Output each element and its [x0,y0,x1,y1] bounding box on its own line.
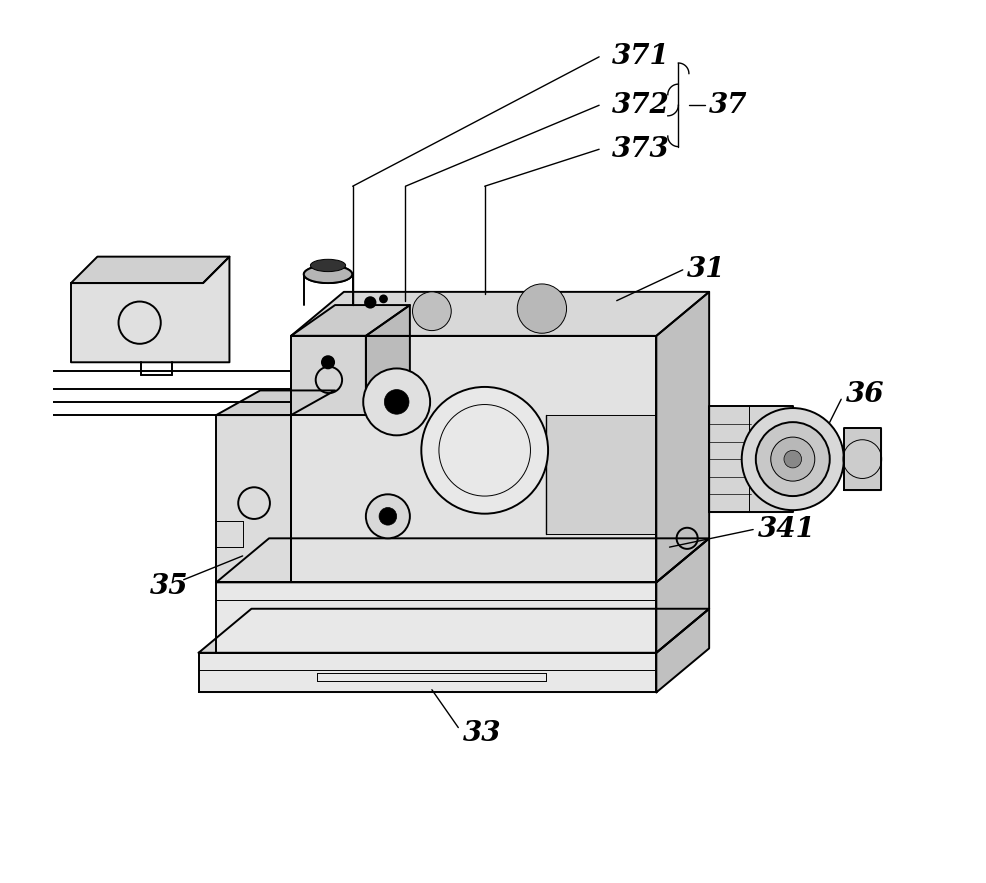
Circle shape [517,284,566,333]
Polygon shape [546,415,656,534]
Polygon shape [198,653,656,692]
Circle shape [740,408,843,510]
Text: 33: 33 [462,721,501,747]
Polygon shape [656,292,708,582]
Circle shape [770,437,814,481]
Ellipse shape [304,266,352,283]
Text: 37: 37 [708,92,747,118]
Polygon shape [656,608,708,692]
Circle shape [320,355,334,369]
Polygon shape [656,539,708,653]
Circle shape [384,389,408,414]
Polygon shape [291,336,656,582]
Circle shape [379,295,387,303]
Ellipse shape [311,260,345,272]
Circle shape [366,494,409,539]
Circle shape [364,297,376,308]
Circle shape [363,368,430,435]
Polygon shape [291,305,409,336]
Text: 373: 373 [611,136,669,162]
Text: 341: 341 [757,516,814,543]
Text: 36: 36 [845,381,883,408]
Polygon shape [198,608,708,653]
Polygon shape [71,257,229,362]
Text: 31: 31 [686,256,725,283]
Polygon shape [843,428,880,490]
Polygon shape [291,292,708,336]
Polygon shape [216,582,656,653]
Circle shape [421,387,547,514]
Polygon shape [366,305,409,415]
Circle shape [412,292,451,330]
Text: 372: 372 [611,92,669,118]
Polygon shape [216,390,334,415]
Polygon shape [71,257,229,283]
Text: 35: 35 [150,573,188,600]
Polygon shape [216,539,708,582]
Ellipse shape [304,266,352,283]
Circle shape [755,422,829,496]
Text: 371: 371 [611,43,669,71]
Polygon shape [708,406,792,512]
Circle shape [783,450,801,468]
Polygon shape [291,336,366,415]
Circle shape [379,508,396,525]
Polygon shape [216,415,291,582]
